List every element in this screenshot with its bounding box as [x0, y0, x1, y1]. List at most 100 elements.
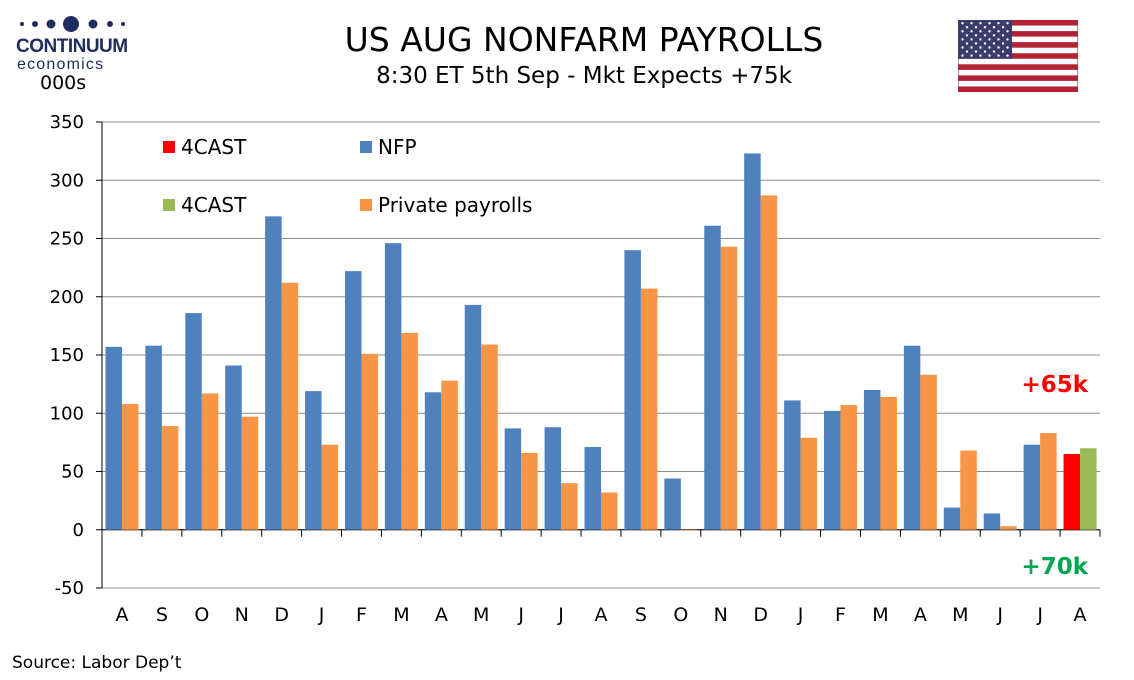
flag-star [983, 50, 987, 53]
private-payrolls-bar [960, 450, 977, 530]
us-flag-icon [958, 20, 1078, 92]
nfp-bar [824, 410, 841, 530]
x-tick-label: J [517, 604, 524, 626]
legend-label: Private payrolls [378, 193, 532, 217]
private-payrolls-bar [561, 483, 578, 530]
y-tick-label: 300 [50, 170, 84, 191]
flag-star [974, 50, 978, 53]
flag-star [1006, 38, 1009, 41]
flag-star [1006, 30, 1009, 33]
private-payrolls-bar [720, 246, 738, 530]
y-tick-label: 0 [73, 520, 84, 541]
nfp-bar [464, 304, 482, 530]
y-tick-label: 350 [50, 112, 84, 133]
private-payrolls-bar [640, 288, 658, 530]
flag-star [970, 46, 973, 49]
flag-star [970, 30, 973, 33]
flag-star [970, 22, 973, 25]
flag-star [988, 38, 991, 41]
x-tick-label: J [797, 604, 804, 626]
flag-star [997, 54, 1000, 57]
x-tick-label: J [1036, 604, 1043, 626]
flag-star [965, 42, 969, 45]
flag-star [992, 42, 996, 45]
forecast-private-bar [1080, 448, 1097, 530]
y-tick-label: 250 [50, 229, 84, 250]
private-payrolls-bar [920, 374, 937, 530]
y-tick-label: 100 [50, 403, 84, 424]
forecast-nfp-bar [1063, 454, 1081, 530]
logo-dots [20, 16, 125, 32]
nfp-bar [943, 507, 961, 530]
legend-label: 4CAST [181, 193, 247, 217]
x-tick-label: A [914, 604, 927, 626]
x-tick-label: J [318, 604, 325, 626]
flag-star [983, 34, 987, 37]
flag-star [988, 46, 991, 49]
x-tick-label: A [595, 604, 608, 626]
flag-star [979, 46, 982, 49]
y-tick-label: -50 [55, 578, 84, 599]
nfp-bar [863, 389, 881, 530]
x-tick-label: M [952, 604, 968, 626]
flag-star [965, 34, 969, 37]
flag-star [961, 46, 964, 49]
private-payrolls-bar [361, 353, 378, 530]
x-tick-label: N [235, 604, 249, 626]
flag-star [988, 22, 991, 25]
flag-star [970, 38, 973, 41]
private-payrolls-bar [481, 344, 498, 530]
private-payrolls-bar [401, 332, 418, 530]
flag-star [988, 54, 991, 57]
nfp-bar [225, 365, 242, 530]
flag-star [1001, 34, 1005, 37]
flag-star [1001, 50, 1005, 53]
flag-star [988, 30, 991, 33]
nfp-bar [424, 392, 442, 530]
private-payrolls-bar [1000, 526, 1017, 530]
x-tick-label: M [473, 604, 489, 626]
flag-star [992, 34, 996, 37]
private-payrolls-bar [321, 444, 339, 530]
forecast-private-annotation: +70k [1021, 554, 1088, 580]
flag-star [997, 22, 1000, 25]
x-tick-label: S [635, 604, 647, 626]
flag-star [997, 30, 1000, 33]
legend-label: 4CAST [181, 135, 247, 159]
private-payrolls-bar [281, 282, 299, 530]
y-tick-label: 50 [61, 462, 84, 483]
x-tick-label: M [872, 604, 888, 626]
x-tick-label: S [156, 604, 168, 626]
source-note: Source: Labor Dep’t [12, 653, 182, 673]
private-payrolls-bar [840, 405, 858, 530]
nfp-bar [1023, 444, 1041, 530]
flag-star [961, 38, 964, 41]
x-tick-label: A [1074, 604, 1087, 626]
private-payrolls-bar [800, 437, 818, 530]
flag-star [1006, 54, 1009, 57]
flag-star [992, 26, 996, 29]
nfp-bar [504, 428, 522, 530]
x-tick-label: D [753, 604, 768, 626]
flag-star [979, 54, 982, 57]
x-tick-label: F [356, 604, 367, 626]
private-payrolls-bar [601, 492, 618, 530]
private-payrolls-bar [521, 452, 538, 530]
legend-swatch [163, 141, 175, 153]
flag-star [961, 22, 964, 25]
y-tick-label: 150 [50, 345, 84, 366]
legend-label: NFP [378, 135, 417, 159]
flag-star [961, 54, 964, 57]
flag-star [974, 42, 978, 45]
nfp-bar [624, 250, 641, 530]
chart-subtitle: 8:30 ET 5th Sep - Mkt Expects +75k [376, 63, 792, 89]
x-tick-label: F [835, 604, 846, 626]
nfp-bar [744, 153, 761, 530]
nfp-bar [305, 391, 322, 530]
flag-star [992, 50, 996, 53]
x-tick-label: A [115, 604, 128, 626]
private-payrolls-bar [1040, 433, 1057, 530]
nfp-bar [903, 345, 921, 530]
x-tick-label: A [435, 604, 448, 626]
